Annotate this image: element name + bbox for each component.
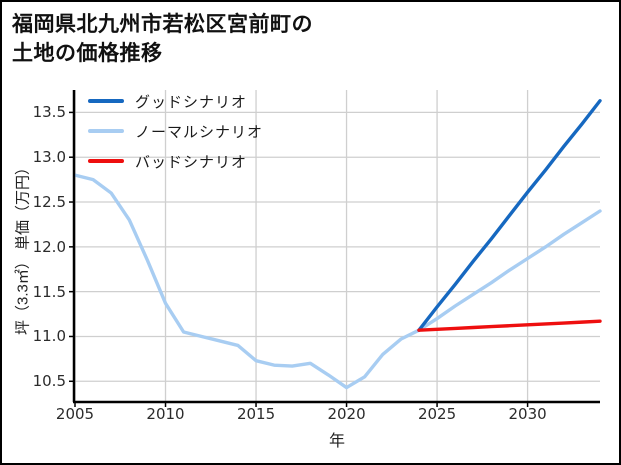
legend: グッドシナリオ ノーマルシナリオ バッドシナリオ: [88, 86, 263, 176]
y-tick-label: 12.5: [32, 193, 66, 212]
x-tick-label: 2010: [146, 405, 185, 423]
y-tick-label: 13.5: [32, 103, 66, 122]
x-axis-title: 年: [328, 433, 345, 450]
legend-label-bad-scenario: バッドシナリオ: [135, 153, 248, 171]
legend-label-normal-scenario: ノーマルシナリオ: [135, 123, 264, 141]
y-tick-label: 12.0: [32, 237, 66, 256]
legend-label-good-scenario: グッドシナリオ: [135, 93, 248, 111]
x-tick-label: 2020: [327, 405, 366, 423]
y-axis-title: 坪（3.3㎡） 単価（万円）: [14, 159, 32, 336]
chart-title-line1: 福岡県北九州市若松区宮前町の: [12, 13, 313, 36]
legend-item-bad-scenario: バッドシナリオ: [88, 146, 263, 176]
normal-scenario-line: [73, 173, 602, 390]
legend-item-good-scenario: グッドシナリオ: [88, 86, 263, 116]
normal-scenario-line-swatch: [88, 129, 124, 133]
bad-scenario-line-swatch: [88, 159, 124, 163]
legend-item-normal-scenario: ノーマルシナリオ: [88, 116, 263, 146]
y-tick-label: 11.5: [32, 282, 66, 301]
x-tick-label: 2005: [55, 405, 95, 423]
y-tick-label: 10.5: [32, 372, 66, 391]
y-tick-label: 11.0: [32, 327, 66, 346]
x-tick-label: 2015: [236, 405, 276, 423]
good-scenario-line-swatch: [88, 99, 124, 103]
x-tick-label: 2030: [508, 405, 547, 423]
x-tick-label: 2025: [417, 405, 457, 423]
y-tick-label: 13.0: [32, 148, 66, 167]
good-scenario-line: [417, 99, 602, 332]
chart-title-line2: 土地の価格推移: [12, 42, 163, 65]
chart-title: 福岡県北九州市若松区宮前町の 土地の価格推移: [12, 10, 313, 68]
bad-scenario-line: [417, 319, 602, 332]
